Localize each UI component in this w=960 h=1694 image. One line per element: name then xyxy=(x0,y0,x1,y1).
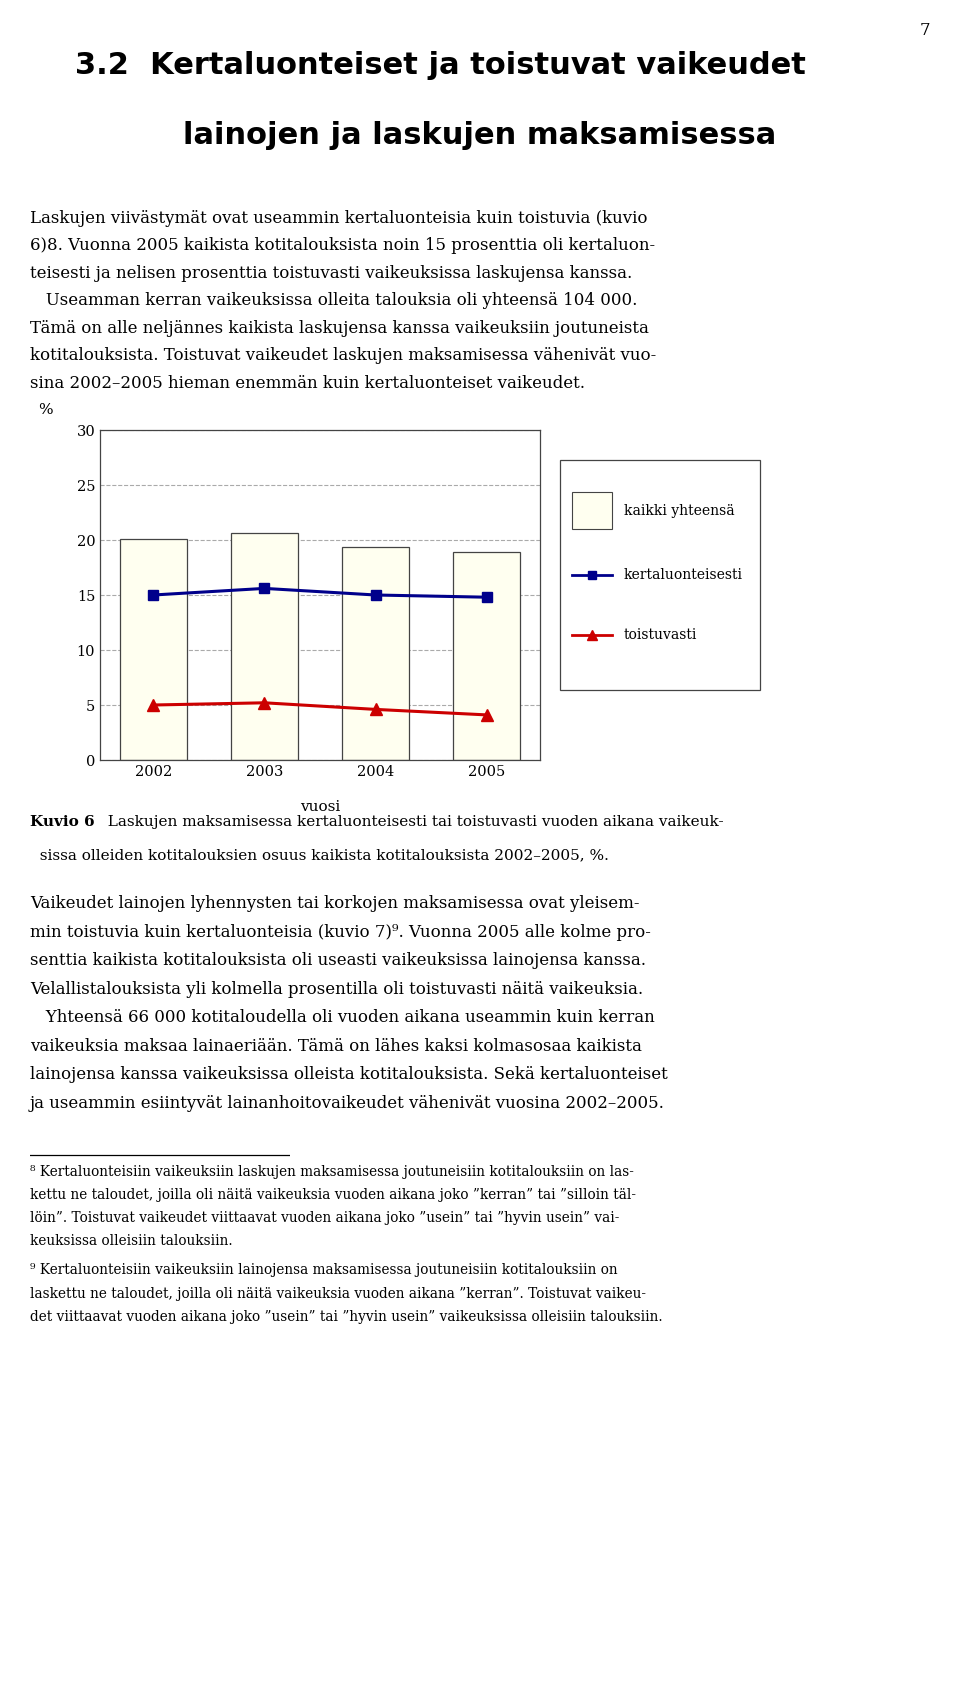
Text: Laskujen maksamisessa kertaluonteisesti tai toistuvasti vuoden aikana vaikeuk-: Laskujen maksamisessa kertaluonteisesti … xyxy=(98,815,724,828)
Text: keuksissa olleisiin talouksiin.: keuksissa olleisiin talouksiin. xyxy=(30,1233,232,1248)
Text: ja useammin esiintyvät lainanhoitovaikeudet vähenivät vuosina 2002–2005.: ja useammin esiintyvät lainanhoitovaikeu… xyxy=(30,1094,665,1111)
Text: kettu ne taloudet, joilla oli näitä vaikeuksia vuoden aikana joko ”kerran” tai ”: kettu ne taloudet, joilla oli näitä vaik… xyxy=(30,1187,636,1203)
Text: ⁸ Kertaluonteisiin vaikeuksiin laskujen maksamisessa joutuneisiin kotitalouksiin: ⁸ Kertaluonteisiin vaikeuksiin laskujen … xyxy=(30,1165,634,1179)
Bar xyxy=(231,534,298,761)
Text: sina 2002–2005 hieman enemmän kuin kertaluonteiset vaikeudet.: sina 2002–2005 hieman enemmän kuin kerta… xyxy=(30,374,585,391)
Text: teisesti ja nelisen prosenttia toistuvasti vaikeuksissa laskujensa kanssa.: teisesti ja nelisen prosenttia toistuvas… xyxy=(30,264,633,281)
Text: lainojen ja laskujen maksamisessa: lainojen ja laskujen maksamisessa xyxy=(183,120,777,149)
Text: Kuvio 6: Kuvio 6 xyxy=(30,815,95,828)
Text: kotitalouksista. Toistuvat vaikeudet laskujen maksamisessa vähenivät vuo-: kotitalouksista. Toistuvat vaikeudet las… xyxy=(30,347,657,364)
Text: %: % xyxy=(38,403,53,417)
Text: ⁹ Kertaluonteisiin vaikeuksiin lainojensa maksamisessa joutuneisiin kotitalouksi: ⁹ Kertaluonteisiin vaikeuksiin lainojens… xyxy=(30,1264,617,1277)
Bar xyxy=(453,552,520,761)
Text: vuosi: vuosi xyxy=(300,800,340,813)
Text: det viittaavat vuoden aikana joko ”usein” tai ”hyvin usein” vaikeuksissa olleisi: det viittaavat vuoden aikana joko ”usein… xyxy=(30,1311,662,1325)
Bar xyxy=(342,547,409,761)
Text: vaikeuksia maksaa lainaeriään. Tämä on lähes kaksi kolmasosaa kaikista: vaikeuksia maksaa lainaeriään. Tämä on l… xyxy=(30,1037,642,1054)
Text: Tämä on alle neljännes kaikista laskujensa kanssa vaikeuksiin joutuneista: Tämä on alle neljännes kaikista laskujen… xyxy=(30,320,649,337)
Text: Velallistalouksista yli kolmella prosentilla oli toistuvasti näitä vaikeuksia.: Velallistalouksista yli kolmella prosent… xyxy=(30,981,643,998)
Text: min toistuvia kuin kertaluonteisia (kuvio 7)⁹. Vuonna 2005 alle kolme pro-: min toistuvia kuin kertaluonteisia (kuvi… xyxy=(30,923,651,940)
Text: sissa olleiden kotitalouksien osuus kaikista kotitalouksista 2002–2005, %.: sissa olleiden kotitalouksien osuus kaik… xyxy=(30,849,609,862)
Bar xyxy=(120,539,186,761)
Text: laskettu ne taloudet, joilla oli näitä vaikeuksia vuoden aikana ”kerran”. Toistu: laskettu ne taloudet, joilla oli näitä v… xyxy=(30,1287,646,1301)
Text: Laskujen viivästymät ovat useammin kertaluonteisia kuin toistuvia (kuvio: Laskujen viivästymät ovat useammin kerta… xyxy=(30,210,647,227)
Text: Yhteensä 66 000 kotitaloudella oli vuoden aikana useammin kuin kerran: Yhteensä 66 000 kotitaloudella oli vuode… xyxy=(30,1010,655,1027)
Text: 6)8. Vuonna 2005 kaikista kotitalouksista noin 15 prosenttia oli kertaluon-: 6)8. Vuonna 2005 kaikista kotitalouksist… xyxy=(30,237,655,254)
Text: toistuvasti: toistuvasti xyxy=(624,628,697,642)
Text: kertaluonteisesti: kertaluonteisesti xyxy=(624,567,743,583)
Text: 7: 7 xyxy=(920,22,930,39)
Bar xyxy=(572,493,612,529)
Text: Useamman kerran vaikeuksissa olleita talouksia oli yhteensä 104 000.: Useamman kerran vaikeuksissa olleita tal… xyxy=(30,293,637,310)
Text: 3.2  Kertaluonteiset ja toistuvat vaikeudet: 3.2 Kertaluonteiset ja toistuvat vaikeud… xyxy=(75,51,805,80)
Text: löin”. Toistuvat vaikeudet viittaavat vuoden aikana joko ”usein” tai ”hyvin usei: löin”. Toistuvat vaikeudet viittaavat vu… xyxy=(30,1211,619,1225)
Text: Vaikeudet lainojen lyhennysten tai korkojen maksamisessa ovat yleisem-: Vaikeudet lainojen lyhennysten tai korko… xyxy=(30,894,639,911)
Text: senttia kaikista kotitalouksista oli useasti vaikeuksissa lainojensa kanssa.: senttia kaikista kotitalouksista oli use… xyxy=(30,952,646,969)
Text: kaikki yhteensä: kaikki yhteensä xyxy=(624,503,734,518)
Text: lainojensa kanssa vaikeuksissa olleista kotitalouksista. Sekä kertaluonteiset: lainojensa kanssa vaikeuksissa olleista … xyxy=(30,1066,668,1082)
